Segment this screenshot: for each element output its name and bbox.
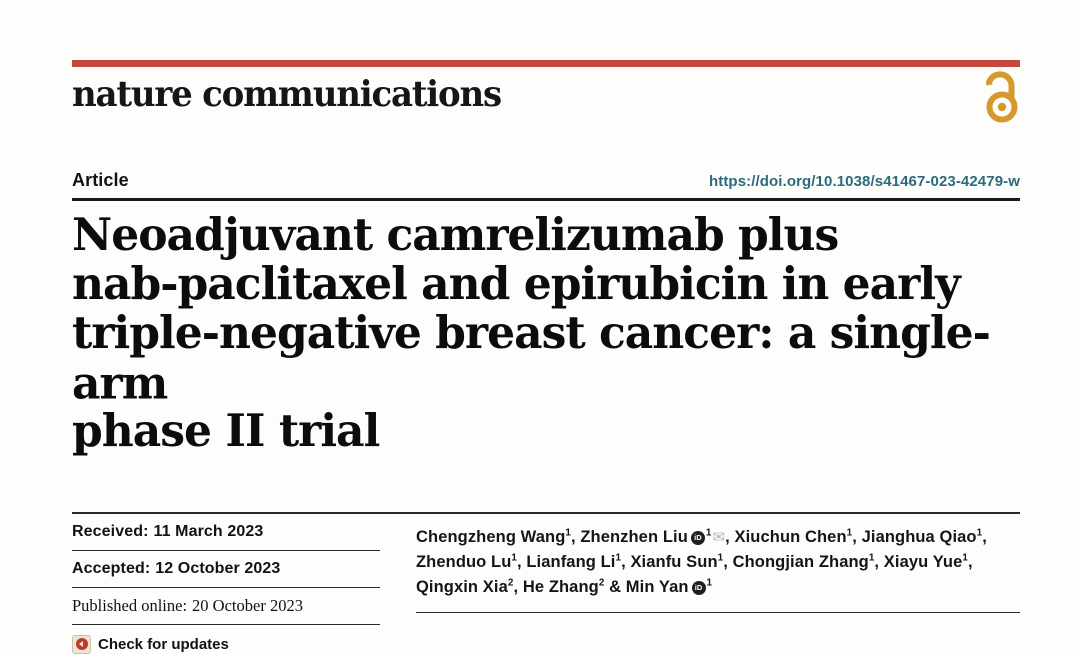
affiliation-superscript: 1 (717, 552, 724, 563)
author-name: Min Yan (625, 577, 689, 596)
published-date: 20 October 2023 (192, 595, 303, 615)
author-name: Jianghua Qiao (861, 527, 977, 546)
article-header-row: Article https://doi.org/10.1038/s41467-0… (72, 170, 1020, 191)
journal-logo: nature communications (72, 74, 502, 116)
email-icon[interactable]: ✉ (712, 528, 726, 546)
title-divider-rule (72, 198, 1020, 201)
published-row: Published online: 20 October 2023 (72, 588, 380, 625)
affiliation-superscript: 1 (846, 527, 853, 538)
article-type-label: Article (72, 170, 129, 190)
check-for-updates-button[interactable]: Check for updates (72, 634, 380, 654)
affiliation-superscript: 1 (511, 552, 517, 563)
affiliation-superscript: 1 (962, 552, 968, 563)
author-name: Chongjian Zhang (732, 552, 869, 571)
affiliation-superscript: 2 (598, 577, 605, 588)
affiliation-superscript: 2 (507, 577, 514, 588)
author-name: Xiuchun Chen (734, 527, 847, 546)
affiliation-superscript: 1 (705, 527, 712, 538)
history-column: Received: 11 March 2023 Accepted: 12 Oct… (72, 514, 380, 654)
title-line: Neoadjuvant camrelizumab plus (72, 208, 839, 261)
orcid-icon[interactable]: iD (690, 530, 705, 545)
author-name: Xiayu Yue (883, 552, 963, 571)
title-line: phase II trial (72, 404, 380, 457)
affiliation-superscript: 1 (706, 577, 713, 588)
author-name: Zhenzhen Liu (580, 527, 688, 546)
received-row: Received: 11 March 2023 (72, 514, 380, 551)
author-name: Chengzheng Wang (416, 527, 566, 546)
accepted-row: Accepted: 12 October 2023 (72, 551, 380, 588)
masthead-red-bar (72, 60, 1020, 67)
check-for-updates-label: Check for updates (98, 635, 229, 653)
article-title: Neoadjuvant camrelizumab plus nab-paclit… (72, 208, 1020, 457)
affiliation-superscript: 1 (615, 552, 622, 563)
author-name: He Zhang (522, 577, 599, 596)
affiliation-superscript: 1 (976, 527, 983, 538)
title-line: nab-paclitaxel and epirubicin in early (72, 257, 961, 310)
open-access-icon (983, 70, 1020, 129)
title-line: triple-negative breast cancer: a single-… (72, 306, 991, 410)
affiliation-superscript: 1 (565, 527, 571, 538)
orcid-icon[interactable]: iD (691, 580, 706, 595)
authors-column: Chengzheng Wang1, Zhenzhen Liu iD 1✉, Xiuc… (416, 514, 1020, 654)
masthead: nature communications (72, 67, 1020, 123)
accepted-date: 12 October 2023 (155, 559, 281, 577)
published-label: Published online: (72, 595, 188, 615)
crossmark-icon (72, 634, 91, 654)
author-name: Lianfang Li (526, 552, 616, 571)
accepted-label: Accepted: (72, 559, 151, 577)
author-list: Chengzheng Wang1, Zhenzhen Liu iD 1✉, Xiuc… (416, 514, 1020, 613)
author-name: Qingxin Xia (416, 577, 508, 596)
author-name: Xianfu Sun (630, 552, 718, 571)
meta-columns: Received: 11 March 2023 Accepted: 12 Oct… (72, 514, 1020, 654)
received-date: 11 March 2023 (153, 522, 264, 540)
author-name: Zhenduo Lu (416, 552, 512, 571)
affiliation-superscript: 1 (868, 552, 875, 563)
doi-link[interactable]: https://doi.org/10.1038/s41467-023-42479… (708, 173, 1020, 190)
section-top-rule (72, 511, 1020, 514)
received-label: Received: (72, 522, 149, 540)
article-page: nature communications Article https://do… (72, 0, 1020, 654)
